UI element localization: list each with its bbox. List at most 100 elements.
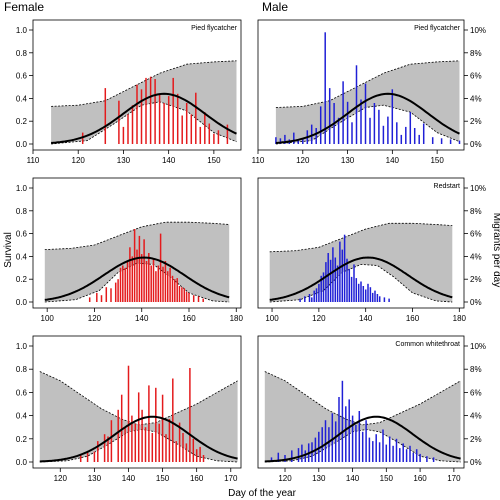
x-tick-label: 150: [207, 156, 221, 165]
confidence-band: [264, 371, 461, 462]
x-tick-label: 100: [265, 314, 279, 323]
confidence-band: [51, 60, 237, 144]
panel-frame: [257, 19, 465, 151]
x-tick-label: 130: [312, 474, 326, 483]
survival-curve: [264, 415, 461, 463]
y-tick-label: 0.8: [16, 207, 28, 216]
survival-curve: [44, 256, 230, 301]
x-tick-label: 130: [341, 156, 355, 165]
x-tick-label: 120: [296, 156, 310, 165]
panel-frame: [257, 335, 465, 469]
x-tick-label: 110: [252, 156, 265, 165]
panel-female-common-whitethroat: 120 130 140 150 160 170 0.0 0.2 0.4 0.6 0.8 1.0: [16, 335, 242, 483]
y-tick-label: 0.2: [16, 275, 28, 284]
y-axis-label-migrants: Migrants per day: [491, 213, 500, 287]
y2-tick-label: 10%: [470, 26, 486, 35]
survival-curve: [51, 92, 237, 144]
y-tick-label: 0.6: [16, 72, 28, 81]
y-tick-label: 0.4: [16, 252, 28, 261]
x-tick-label: 100: [41, 314, 55, 323]
confidence-band: [39, 371, 238, 462]
x-tick-label: 120: [88, 314, 102, 323]
col-title-female: Female: [4, 0, 44, 14]
panel-frame: [257, 177, 465, 309]
x-tick-label: 130: [117, 156, 131, 165]
y2-tick-label: 8%: [470, 207, 482, 216]
y2-tick-label: 0%: [470, 298, 482, 307]
x-tick-label: 160: [406, 314, 420, 323]
y2-tick-label: 0%: [470, 458, 482, 467]
x-tick-label: 150: [380, 474, 394, 483]
plot-area: [51, 60, 237, 145]
panel-male-pied-flycatcher: Pied flycatcher 110 120 130 140 150 0% 2% 4% 6% 8%…: [252, 19, 486, 165]
y-tick-label: 0.2: [16, 435, 28, 444]
y-tick-label: 0.0: [16, 298, 28, 307]
panel-frame: [32, 177, 242, 309]
x-tick-label: 140: [359, 314, 373, 323]
plot-area: [275, 32, 461, 145]
y-tick-label: 0.0: [16, 140, 28, 149]
plot-area: [269, 222, 453, 303]
x-tick-label: 170: [224, 474, 238, 483]
y-tick-label: 1.0: [16, 184, 28, 193]
x-tick-label: 140: [135, 314, 149, 323]
survival-curve: [269, 256, 453, 301]
x-tick-label: 160: [190, 474, 204, 483]
y2-tick-label: 2%: [470, 275, 482, 284]
x-tick-label: 180: [453, 314, 467, 323]
x-tick-label: 120: [278, 474, 292, 483]
y2-tick-label: 8%: [470, 49, 482, 58]
x-tick-label: 140: [162, 156, 176, 165]
panel-female-pied-flycatcher: Pied flycatcher 110 120 130 140 150 0.0 0.2 0.4 0…: [16, 19, 242, 165]
x-tick-label: 150: [156, 474, 170, 483]
y2-tick-label: 10%: [470, 184, 486, 193]
ci-upper-line: [275, 60, 460, 108]
y-axis-label-survival: Survival: [3, 232, 14, 268]
x-tick-label: 150: [430, 156, 444, 165]
confidence-band: [275, 60, 460, 144]
y2-tick-label: 0%: [470, 140, 482, 149]
y2-tick-label: 2%: [470, 435, 482, 444]
x-tick-label: 140: [346, 474, 360, 483]
species-label: Pied flycatcher: [414, 25, 461, 32]
x-tick-label: 140: [386, 156, 400, 165]
y-tick-label: 0.8: [16, 365, 28, 374]
species-label: Common whitethroat: [395, 341, 460, 348]
y2-tick-label: 4%: [470, 94, 482, 103]
survival-curve: [275, 92, 460, 144]
x-tick-label: 120: [54, 474, 68, 483]
survival-curve: [39, 415, 238, 463]
y-tick-label: 0.6: [16, 230, 28, 239]
x-tick-label: 160: [182, 314, 196, 323]
plot-area: [264, 371, 461, 463]
y-tick-label: 1.0: [16, 26, 28, 35]
species-label: Redstart: [434, 183, 461, 190]
panel-frame: [32, 19, 242, 151]
panel-female-redstart: 100 120 140 160 180 0.0 0.2 0.4 0.6 0.8 1.0: [16, 177, 244, 323]
panels: Pied flycatcher 110 120 130 140 150 0.0 0.2 0.4 0…: [16, 19, 486, 483]
y-tick-label: 0.0: [16, 458, 28, 467]
plot-area: [44, 221, 230, 303]
x-axis-label: Day of the year: [228, 488, 296, 499]
ci-upper-line: [51, 60, 237, 107]
x-tick-label: 110: [27, 156, 40, 165]
x-tick-label: 130: [88, 474, 102, 483]
y2-tick-label: 6%: [470, 72, 482, 81]
y-tick-label: 0.6: [16, 388, 28, 397]
y-tick-label: 0.8: [16, 49, 28, 58]
y2-tick-label: 6%: [470, 388, 482, 397]
ci-lower-line: [44, 262, 230, 303]
col-title-male: Male: [262, 0, 288, 14]
ci-lower-line: [275, 104, 460, 145]
y2-tick-label: 2%: [470, 117, 482, 126]
x-tick-label: 170: [447, 474, 461, 483]
x-tick-label: 180: [230, 314, 244, 323]
y2-tick-label: 8%: [470, 365, 482, 374]
panel-frame: [32, 335, 242, 469]
x-tick-label: 140: [122, 474, 136, 483]
x-tick-label: 120: [312, 314, 326, 323]
x-tick-label: 160: [413, 474, 427, 483]
ci-upper-line: [269, 222, 453, 253]
